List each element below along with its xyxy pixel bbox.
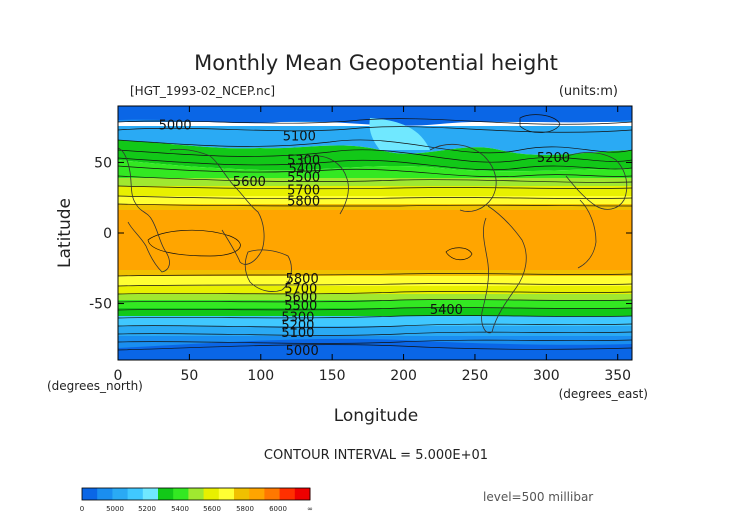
x-tick-label: 200 [390, 368, 417, 384]
contour-label: 5800 [286, 272, 319, 287]
contour-label: 5700 [287, 183, 320, 198]
y-tick-label: -50 [89, 297, 112, 313]
units-label: (units:m) [559, 84, 618, 99]
colorbar-segment [127, 488, 144, 500]
contour-label: 5000 [159, 118, 192, 133]
contour-label: 5000 [286, 344, 319, 359]
x-axis-ticks: 0 50 100 150 200 250 300 350 [114, 106, 631, 384]
contour-label: 5200 [281, 319, 314, 334]
x-tick-label: 150 [319, 368, 346, 384]
contour-label: 5500 [284, 299, 317, 314]
colorbar-label: ∞ [307, 505, 313, 513]
y-axis-ticks: 50 0 -50 [89, 155, 632, 313]
colorbar-label: 5400 [171, 505, 189, 513]
x-axis-label: Longitude [334, 406, 419, 426]
y-tick-label: 0 [103, 226, 112, 242]
colorbar-segment [279, 488, 296, 500]
contour-label: 5300 [281, 310, 314, 325]
y-axis-label: Latitude [55, 198, 75, 268]
contour-labels: 5000510052005300540055005600570058005800… [159, 118, 570, 359]
colorbar-label: 5200 [138, 505, 156, 513]
colorbar-segment [264, 488, 281, 500]
colorbar-label: 6000 [269, 505, 287, 513]
plot-area: 5000510052005300540055005600570058005800… [118, 106, 632, 360]
colorbar-label: 5600 [203, 505, 221, 513]
y-unit-label: (degrees_north) [47, 379, 143, 393]
x-tick-label: 0 [114, 368, 123, 384]
x-unit-label: (degrees_east) [559, 387, 648, 401]
x-tick-label: 50 [180, 368, 198, 384]
contour-label: 5500 [287, 171, 320, 186]
colorbar-segment [294, 488, 311, 500]
colorbar-segment [112, 488, 129, 500]
colorbar-segment [82, 488, 98, 500]
colorbar-label: 5800 [236, 505, 254, 513]
contour-label: 5100 [281, 326, 314, 341]
contour-label: 5200 [537, 151, 570, 166]
contour-label: 5400 [288, 162, 321, 177]
file-label: [HGT_1993-02_NCEP.nc] [130, 84, 275, 98]
contour-label: 5600 [284, 291, 317, 306]
contour-label: 5300 [287, 154, 320, 169]
colorbar [81, 487, 311, 501]
colorbar-segment [173, 488, 189, 500]
colorbar-segment [188, 488, 205, 500]
colorbar-segment [97, 488, 113, 500]
colorbar-frame [81, 487, 311, 501]
x-tick-label: 100 [247, 368, 274, 384]
contour-label: 5100 [283, 130, 316, 145]
contour-label: 5600 [233, 175, 266, 190]
contour-label: 5800 [287, 195, 320, 210]
y-tick-label: 50 [94, 155, 112, 171]
chart-title: Monthly Mean Geopotential height [194, 51, 558, 75]
contour-label: 5700 [284, 282, 317, 297]
colorbar-segment [203, 488, 220, 500]
x-tick-label: 300 [533, 368, 560, 384]
colorbar-segment [218, 488, 235, 500]
x-tick-label: 350 [604, 368, 631, 384]
colorbar-segment [158, 488, 174, 500]
level-text: level=500 millibar [483, 490, 593, 504]
colorbar-labels: 0 5000 5200 5400 5600 5800 6000 ∞ [80, 505, 313, 513]
contour-label: 5400 [430, 303, 463, 318]
colorbar-segment [234, 488, 250, 500]
colorbar-segment [142, 488, 159, 500]
x-tick-label: 250 [462, 368, 489, 384]
colorbar-segment [249, 488, 265, 500]
contour-interval-text: CONTOUR INTERVAL = 5.000E+01 [264, 448, 488, 463]
colorbar-label: 5000 [106, 505, 124, 513]
colorbar-label: 0 [80, 505, 84, 513]
